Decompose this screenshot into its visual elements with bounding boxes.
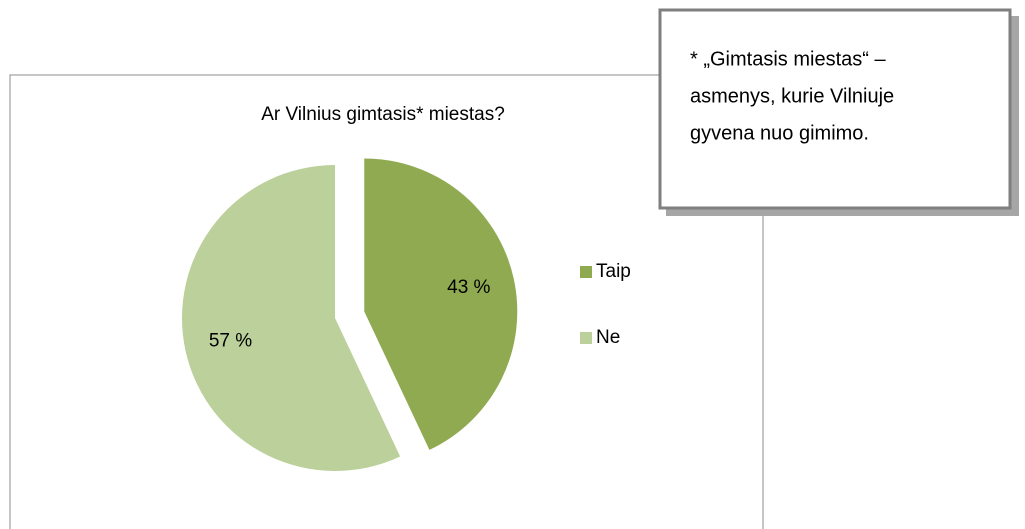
chart-title: Ar Vilnius gimtasis* miestas? <box>261 104 505 125</box>
note-text: * „Gimtasis miestas“ – <box>690 48 886 70</box>
pie-slice <box>182 165 401 471</box>
note-text: gyvena nuo gimimo. <box>690 122 869 144</box>
note-box <box>658 8 1012 210</box>
data-label: 57 % <box>209 330 252 351</box>
note-text: asmenys, kurie Vilniuje <box>690 85 894 107</box>
legend-label: Ne <box>596 327 620 348</box>
legend-swatch <box>580 266 592 278</box>
legend-label: Taip <box>596 261 631 282</box>
data-label: 43 % <box>447 277 490 298</box>
legend-swatch <box>580 332 592 344</box>
pie-slice <box>364 158 518 450</box>
